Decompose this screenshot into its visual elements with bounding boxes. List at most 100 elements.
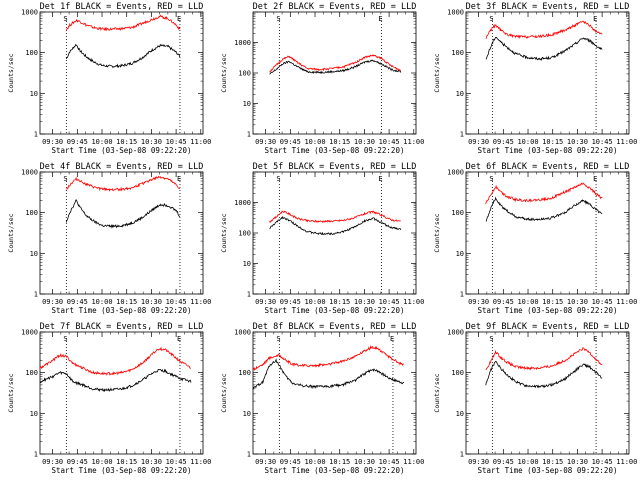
- x-tick-label: 10:30: [567, 298, 588, 306]
- panel-title: Det 1f BLACK = Events, RED = LLD: [40, 2, 204, 12]
- x-tick-label: 09:30: [468, 138, 489, 146]
- plot-frame: [252, 11, 417, 135]
- y-tick-label: 1: [34, 291, 38, 299]
- x-tick-label: 10:15: [116, 298, 137, 306]
- y-tick-label: 100: [451, 49, 464, 57]
- series-lld-line: [39, 346, 191, 376]
- panel-det-9: Det 9f BLACK = Events, RED = LLD 1 10 100 10…: [433, 322, 637, 475]
- panel-det-4: Det 4f BLACK = Events, RED = LLD 1 10 100 10…: [7, 162, 211, 315]
- y-tick-label: 100: [238, 230, 251, 238]
- x-tick-label: 11:00: [190, 138, 211, 146]
- marker-label-e: E: [593, 335, 597, 343]
- x-tick-label: 09:45: [280, 138, 301, 146]
- marker-label-e: E: [177, 175, 181, 183]
- series-lld-line: [269, 210, 401, 224]
- y-tick-label: 1000: [21, 9, 38, 17]
- y-tick-label: 1: [247, 131, 251, 139]
- y-axis-label: Counts/sec: [433, 53, 441, 92]
- x-axis-label: Start Time (03-Sep-08 09:22:20): [52, 466, 192, 475]
- x-tick-label: 10:15: [329, 458, 350, 466]
- y-axis-label: Counts/sec: [220, 373, 228, 412]
- series-events-line: [65, 43, 181, 69]
- plot-frame: [39, 331, 204, 455]
- x-tick-label: 10:15: [542, 458, 563, 466]
- x-tick-label: 10:00: [91, 138, 112, 146]
- y-tick-label: 100: [25, 49, 38, 57]
- x-tick-label: 10:00: [91, 298, 112, 306]
- panel-det-8: Det 8f BLACK = Events, RED = LLD 1 10 100 10…: [220, 322, 424, 475]
- y-tick-label: 10: [243, 100, 251, 108]
- y-axis-label: Counts/sec: [7, 53, 15, 92]
- y-tick-label: 10: [30, 250, 38, 258]
- x-axis-label: Start Time (03-Sep-08 09:22:20): [265, 146, 405, 155]
- panel-title: Det 3f BLACK = Events, RED = LLD: [466, 2, 630, 12]
- x-tick-label: 11:00: [403, 298, 424, 306]
- y-axis-label: Counts/sec: [433, 213, 441, 252]
- series-events-line: [269, 215, 402, 236]
- marker-label-e: E: [390, 335, 394, 343]
- x-tick-label: 10:15: [329, 298, 350, 306]
- x-tick-label: 10:15: [329, 138, 350, 146]
- y-tick-label: 100: [451, 209, 464, 217]
- x-tick-label: 09:30: [42, 458, 63, 466]
- y-tick-label: 1000: [447, 169, 464, 177]
- x-tick-label: 10:15: [116, 138, 137, 146]
- y-tick-label: 1000: [21, 329, 38, 337]
- x-tick-label: 09:45: [67, 298, 88, 306]
- y-axis-label: Counts/sec: [7, 373, 15, 412]
- x-tick-label: 10:45: [379, 298, 400, 306]
- y-tick-label: 10: [243, 410, 251, 418]
- panel-title: Det 4f BLACK = Events, RED = LLD: [40, 162, 204, 172]
- x-tick-label: 09:45: [493, 298, 514, 306]
- marker-label-s: S: [276, 15, 280, 23]
- marker-label-s: S: [489, 15, 493, 23]
- y-tick-label: 1000: [234, 329, 251, 337]
- series-lld-line: [485, 20, 603, 40]
- y-tick-label: 1: [247, 451, 251, 459]
- series-lld-line: [66, 175, 181, 192]
- x-tick-label: 10:00: [304, 458, 325, 466]
- plot-frame: [252, 331, 417, 455]
- series-events-line: [269, 59, 402, 75]
- marker-label-s: S: [276, 175, 280, 183]
- marker-label-e: E: [177, 15, 181, 23]
- y-tick-label: 100: [238, 369, 251, 377]
- x-tick-label: 11:00: [190, 298, 211, 306]
- x-tick-label: 11:00: [403, 458, 424, 466]
- panel-title: Det 8f BLACK = Events, RED = LLD: [253, 322, 417, 332]
- x-tick-label: 10:45: [592, 138, 613, 146]
- y-tick-label: 1000: [447, 329, 464, 337]
- y-tick-label: 1: [247, 291, 251, 299]
- x-axis-label: Start Time (03-Sep-08 09:22:20): [478, 146, 618, 155]
- plot-frame: [252, 171, 417, 295]
- marker-label-e: E: [378, 15, 382, 23]
- marker-label-e: E: [593, 175, 597, 183]
- x-tick-label: 10:45: [592, 298, 613, 306]
- x-tick-label: 10:45: [166, 458, 187, 466]
- x-tick-label: 09:30: [42, 138, 63, 146]
- x-tick-label: 11:00: [190, 458, 211, 466]
- x-tick-label: 10:30: [354, 458, 375, 466]
- y-tick-label: 10: [30, 90, 38, 98]
- x-tick-label: 09:30: [255, 298, 276, 306]
- x-tick-label: 10:45: [379, 458, 400, 466]
- marker-label-s: S: [489, 175, 493, 183]
- plot-frame: [465, 171, 630, 295]
- x-tick-label: 10:00: [304, 298, 325, 306]
- series-lld-line: [269, 54, 402, 73]
- series-events-line: [485, 360, 603, 389]
- y-tick-label: 1: [460, 131, 464, 139]
- y-tick-label: 1000: [447, 9, 464, 17]
- panel-det-5: Det 5f BLACK = Events, RED = LLD 1 10 100 10…: [220, 162, 424, 315]
- x-tick-label: 09:45: [67, 458, 88, 466]
- x-tick-label: 09:30: [468, 458, 489, 466]
- y-tick-label: 10: [456, 250, 464, 258]
- x-tick-label: 09:45: [67, 138, 88, 146]
- y-tick-label: 1000: [21, 169, 38, 177]
- x-tick-label: 10:30: [354, 298, 375, 306]
- x-tick-label: 10:30: [567, 138, 588, 146]
- panel-title: Det 9f BLACK = Events, RED = LLD: [466, 322, 630, 332]
- x-tick-label: 10:15: [542, 298, 563, 306]
- marker-label-s: S: [63, 175, 67, 183]
